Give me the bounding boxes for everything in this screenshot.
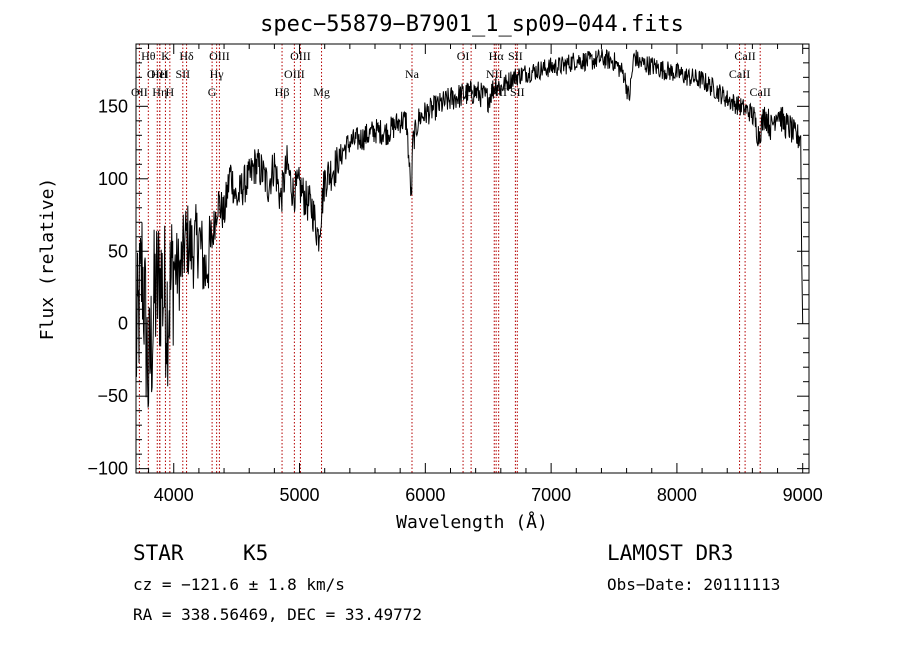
emission-line-label: Hα — [489, 49, 505, 63]
emission-line-label: Na — [405, 67, 420, 81]
emission-line-markers — [138, 44, 761, 473]
y-tick-label: 150 — [98, 96, 128, 116]
emission-line-label: OIII — [284, 67, 305, 81]
emission-line-label: OI — [465, 85, 478, 99]
x-tick-label: 7000 — [531, 485, 571, 505]
emission-line-label: OIII — [209, 49, 230, 63]
emission-line-label: CaII — [750, 85, 771, 99]
emission-line-label: Mg — [313, 85, 330, 99]
x-tick-label: 9000 — [783, 485, 823, 505]
x-tick-label: 8000 — [657, 485, 697, 505]
y-tick-label: −50 — [97, 386, 128, 406]
emission-line-label: H — [166, 85, 175, 99]
coordinates-readout: RA = 338.56469, DEC = 33.49772 — [133, 605, 422, 624]
emission-line-label: G — [208, 85, 217, 99]
emission-line-label: SII — [510, 85, 525, 99]
emission-line-label: CaII — [734, 49, 755, 63]
emission-line-label: Hθ — [141, 49, 156, 63]
y-tick-label: 50 — [108, 241, 128, 261]
obs-date: Obs−Date: 20111113 — [607, 575, 780, 594]
y-tick-label: −100 — [87, 459, 128, 479]
x-tick-label: 4000 — [154, 485, 194, 505]
object-type: STAR — [133, 541, 184, 565]
emission-line-label: OIII — [290, 49, 311, 63]
emission-line-label: NII — [486, 67, 503, 81]
emission-line-label: K — [161, 49, 170, 63]
emission-line-label: Hγ — [210, 67, 225, 81]
y-axis-label: Flux (relative) — [37, 178, 58, 341]
redshift-readout: cz = −121.6 ± 1.8 km/s — [133, 575, 345, 594]
emission-line-label: OII — [131, 85, 148, 99]
emission-line-label: NII — [490, 85, 507, 99]
emission-line-label: Hβ — [275, 85, 290, 99]
emission-line-label: Hδ — [179, 49, 194, 63]
emission-line-label: HeI — [151, 67, 169, 81]
x-axis: 4000 5000 6000 7000 8000 9000 — [148, 44, 823, 505]
y-axis: −100 −50 0 50 100 150 — [87, 47, 809, 479]
emission-line-label: CaII — [729, 67, 750, 81]
emission-line-labels: OIIHθOIIIHηHeIKHSIIHδGOIIIHγHβOIIIOIIIMg… — [131, 49, 771, 99]
spectrum-line — [135, 48, 804, 408]
chart-title: spec−55879−B7901_1_sp09−044.fits — [260, 12, 684, 37]
plot-frame — [135, 43, 810, 474]
emission-line-label: SII — [508, 49, 523, 63]
x-tick-label: 6000 — [405, 485, 445, 505]
emission-line-label: OI — [457, 49, 470, 63]
spectrum-series — [135, 48, 804, 408]
survey-name: LAMOST DR3 — [607, 541, 733, 565]
emission-line-label: Hη — [152, 85, 167, 99]
emission-line-label: OIII — [147, 67, 168, 81]
x-tick-label: 5000 — [280, 485, 320, 505]
x-axis-label: Wavelength (Å) — [396, 511, 548, 533]
object-subclass: K5 — [243, 541, 268, 565]
y-tick-label: 0 — [118, 314, 128, 334]
emission-line-label: SII — [175, 67, 190, 81]
y-tick-label: 100 — [98, 169, 128, 189]
